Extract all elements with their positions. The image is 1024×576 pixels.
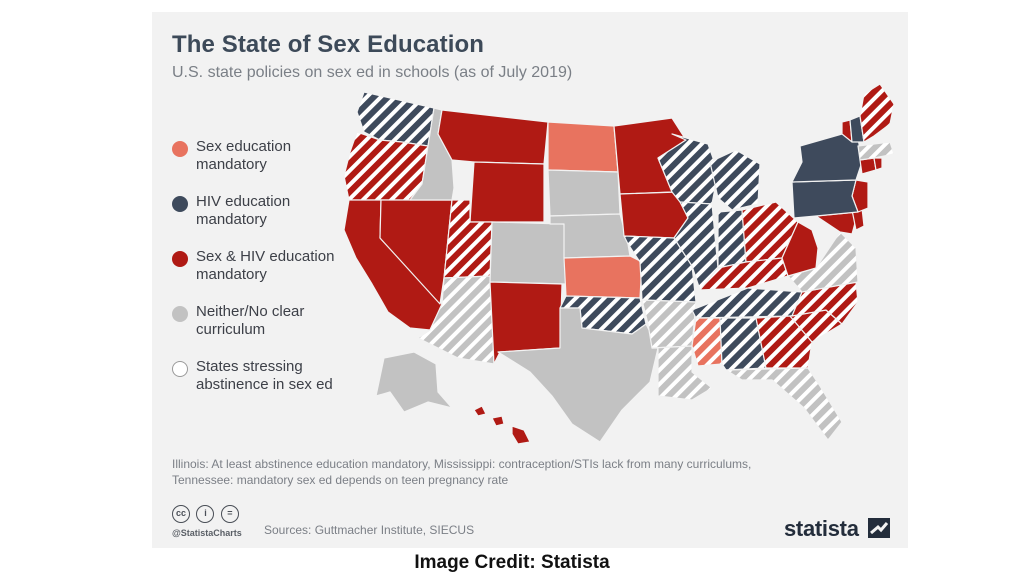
chart-title: The State of Sex Education	[172, 31, 484, 58]
state-ms	[691, 317, 723, 367]
legend-item-sex-ed: Sex education mandatory	[170, 138, 360, 193]
legend-swatch-abstinence	[172, 361, 188, 377]
state-la	[651, 345, 713, 401]
statista-logo-icon	[868, 518, 890, 538]
state-co	[489, 221, 567, 285]
legend-item-abstinence: States stressing abstinence in sex ed	[170, 358, 360, 413]
state-me	[859, 83, 895, 143]
legend-label: States stressing abstinence in sex ed	[196, 358, 333, 393]
legend-swatch-neither	[172, 306, 188, 322]
us-map	[343, 83, 895, 445]
state-hi-part-2	[511, 425, 531, 445]
legend-item-neither: Neither/No clear curriculum	[170, 303, 360, 358]
state-mt	[437, 109, 549, 165]
state-wy	[469, 161, 545, 223]
statista-logo: statista	[784, 516, 859, 541]
legend-swatch-hiv	[172, 196, 188, 212]
attribution-icon: i	[196, 505, 215, 523]
state-nd	[547, 121, 619, 173]
state-pa	[791, 179, 859, 219]
legend: Sex education mandatory HIV education mand…	[170, 138, 360, 413]
image-credit: Image Credit: Statista	[414, 552, 610, 573]
legend-label: HIV education mandatory	[196, 193, 291, 228]
state-hi	[473, 405, 487, 417]
state-tx	[497, 307, 659, 443]
legend-swatch-both	[172, 251, 188, 267]
state-wv	[781, 221, 819, 277]
legend-label: Neither/No clear curriculum	[196, 303, 305, 338]
state-in	[717, 209, 747, 269]
no-derivatives-icon: =	[220, 505, 239, 523]
state-ak	[375, 351, 453, 413]
legend-item-both: Sex & HIV education mandatory	[170, 248, 360, 303]
state-hi-part-1	[491, 415, 505, 427]
legend-item-hiv: HIV education mandatory	[170, 193, 360, 248]
creative-commons-icon: cc	[172, 505, 190, 523]
sources: Sources: Guttmacher Institute, SIECUS	[264, 523, 475, 537]
legend-label: Sex & HIV education mandatory	[196, 248, 335, 283]
state-ma	[857, 141, 895, 161]
state-mi	[709, 149, 761, 211]
state-ga	[755, 315, 813, 369]
legend-swatch-sex-ed	[172, 141, 188, 157]
state-il	[673, 201, 719, 291]
state-ct	[859, 157, 877, 175]
license-icons: cc i =	[172, 505, 241, 525]
state-ks	[563, 255, 643, 299]
legend-label: Sex education mandatory	[196, 138, 292, 173]
twitter-handle: @StatistaCharts	[172, 528, 242, 538]
state-ri	[873, 157, 883, 171]
infographic-card: The State of Sex Education U.S. state po…	[152, 12, 908, 548]
state-sd	[547, 169, 621, 217]
state-tn	[691, 287, 803, 319]
chart-subtitle: U.S. state policies on sex ed in schools…	[172, 64, 573, 81]
state-fl	[725, 367, 843, 441]
footnote: Illinois: At least abstinence education …	[172, 457, 752, 487]
